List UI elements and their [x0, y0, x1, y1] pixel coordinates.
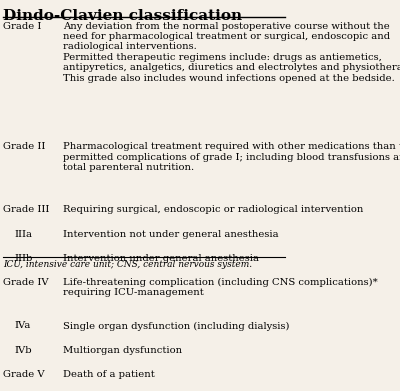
- Text: IVb: IVb: [14, 346, 32, 355]
- Text: Grade III: Grade III: [3, 205, 49, 214]
- Text: Single organ dysfunction (including dialysis): Single organ dysfunction (including dial…: [64, 321, 290, 331]
- Text: Intervention under general anesthesia: Intervention under general anesthesia: [64, 254, 260, 263]
- Text: Intervention not under general anesthesia: Intervention not under general anesthesi…: [64, 230, 279, 239]
- Text: Multiorgan dysfunction: Multiorgan dysfunction: [64, 346, 182, 355]
- Text: Any deviation from the normal postoperative course without the
need for pharmaco: Any deviation from the normal postoperat…: [64, 22, 400, 83]
- Text: IIIa: IIIa: [14, 230, 32, 239]
- Text: Grade IV: Grade IV: [3, 278, 48, 287]
- Text: Requiring surgical, endoscopic or radiological intervention: Requiring surgical, endoscopic or radiol…: [64, 205, 364, 214]
- Text: Death of a patient: Death of a patient: [64, 370, 155, 379]
- Text: Pharmacological treatment required with other medications than the
permitted com: Pharmacological treatment required with …: [64, 142, 400, 172]
- Text: ICU, intensive care unit; CNS, central nervous system.: ICU, intensive care unit; CNS, central n…: [3, 260, 252, 269]
- Text: IVa: IVa: [14, 321, 31, 330]
- Text: Grade II: Grade II: [3, 142, 45, 151]
- Text: Grade V: Grade V: [3, 370, 44, 379]
- Text: Grade I: Grade I: [3, 22, 41, 30]
- Text: IIIb: IIIb: [14, 254, 33, 263]
- Text: Dindo-Clavien classification: Dindo-Clavien classification: [3, 9, 242, 23]
- Text: Life-threatening complication (including CNS complications)*
requiring ICU-manag: Life-threatening complication (including…: [64, 278, 378, 298]
